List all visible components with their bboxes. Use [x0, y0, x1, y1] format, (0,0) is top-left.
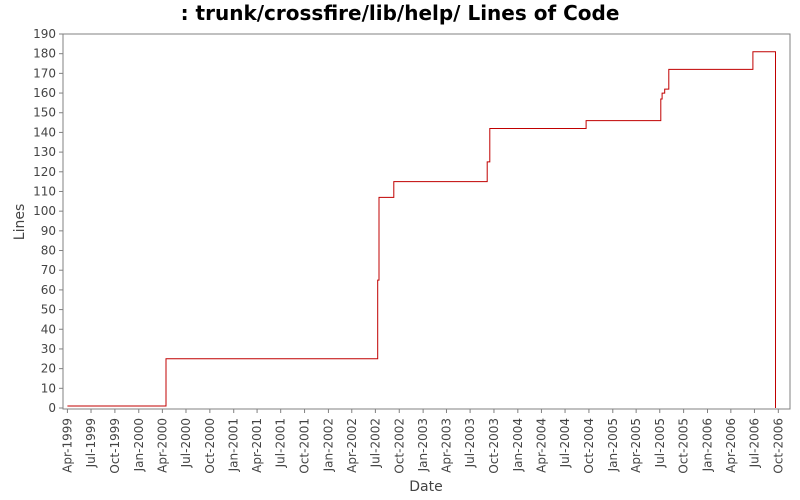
y-tick-label: 80 — [41, 244, 56, 258]
x-tick-label: Jul-1999 — [84, 418, 98, 468]
y-tick-label: 170 — [33, 66, 56, 80]
x-tick-label: Jan-2003 — [416, 418, 430, 472]
x-tick-label: Oct-2003 — [487, 418, 501, 474]
y-tick-label: 90 — [41, 224, 56, 238]
y-axis-label: Lines — [12, 204, 28, 240]
y-tick-label: 180 — [33, 47, 56, 61]
y-tick-label: 130 — [33, 145, 56, 159]
y-tick-label: 190 — [33, 27, 56, 41]
x-tick-label: Apr-2002 — [345, 418, 359, 473]
y-tick-label: 150 — [33, 106, 56, 120]
y-tick-label: 30 — [41, 342, 56, 356]
x-tick-label: Jul-2001 — [274, 418, 288, 468]
x-tick-label: Jul-2004 — [558, 418, 572, 468]
x-tick-label: Jan-2002 — [321, 418, 335, 472]
y-tick-label: 160 — [33, 86, 56, 100]
x-tick-label: Apr-2003 — [439, 418, 453, 473]
x-tick-label: Oct-2002 — [392, 418, 406, 474]
x-tick-label: Apr-2004 — [534, 418, 548, 473]
y-tick-label: 10 — [41, 381, 56, 395]
x-tick-label: Jan-2004 — [511, 418, 525, 472]
y-axis: 0 10 20 30 40 50 60 70 80 90 100 110 120 130 140 150 160… — [33, 27, 63, 415]
x-tick-label: Jul-2006 — [747, 418, 761, 468]
x-axis: Apr-1999 Jul-1999 Oct-1999 Jan-2000 Apr-2000… — [60, 409, 785, 474]
y-tick-label: 120 — [33, 165, 56, 179]
x-tick-label: Oct-2004 — [582, 418, 596, 474]
y-tick-label: 40 — [41, 322, 56, 336]
x-tick-label: Oct-1999 — [108, 418, 122, 474]
plot-area — [62, 33, 791, 410]
y-tick-label: 60 — [41, 283, 56, 297]
x-tick-label: Jan-2006 — [700, 418, 714, 472]
x-tick-label: Jan-2005 — [606, 418, 620, 472]
x-tick-label: Oct-2005 — [677, 418, 691, 474]
y-tick-label: 70 — [41, 263, 56, 277]
x-tick-label: Apr-1999 — [60, 418, 74, 473]
y-tick-label: 0 — [48, 401, 56, 415]
x-tick-label: Apr-2001 — [250, 418, 264, 473]
y-tick-label: 140 — [33, 125, 56, 139]
x-tick-label: Oct-2000 — [203, 418, 217, 474]
lines-of-code-series-line — [67, 51, 776, 408]
x-tick-label: Oct-2006 — [771, 418, 785, 474]
y-tick-label: 20 — [41, 362, 56, 376]
x-tick-label: Jul-2000 — [179, 418, 193, 468]
x-tick-label: Apr-2000 — [155, 418, 169, 473]
x-tick-label: Jul-2002 — [368, 418, 382, 468]
x-tick-label: Jan-2001 — [227, 418, 241, 472]
y-tick-label: 50 — [41, 303, 56, 317]
x-tick-label: Jan-2000 — [132, 418, 146, 472]
x-tick-label: Apr-2005 — [629, 418, 643, 473]
chart-title: : trunk/crossfire/lib/help/ Lines of Cod… — [181, 1, 620, 25]
x-tick-label: Apr-2006 — [724, 418, 738, 473]
x-tick-label: Jul-2003 — [463, 418, 477, 468]
y-tick-label: 100 — [33, 204, 56, 218]
y-tick-label: 110 — [33, 184, 56, 198]
x-axis-label: Date — [409, 479, 442, 495]
x-tick-label: Oct-2001 — [298, 418, 312, 474]
x-tick-label: Jul-2005 — [653, 418, 667, 468]
